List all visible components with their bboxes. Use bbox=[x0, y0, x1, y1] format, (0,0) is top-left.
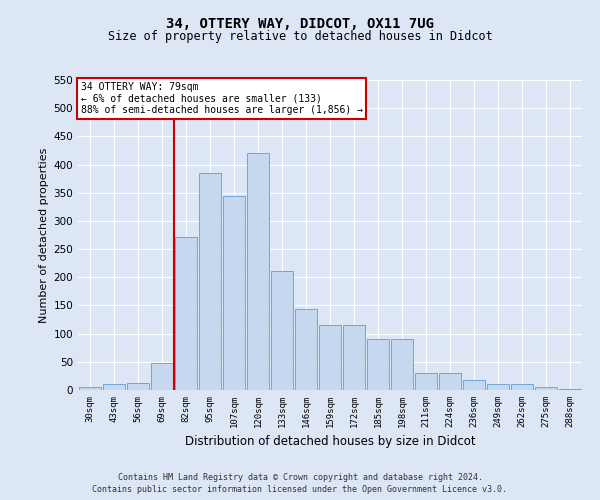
Bar bbox=[535, 387, 557, 390]
Bar bbox=[271, 270, 293, 390]
Bar bbox=[343, 325, 365, 390]
Bar bbox=[391, 340, 413, 390]
Bar bbox=[295, 310, 317, 390]
Bar bbox=[559, 389, 581, 390]
Bar bbox=[103, 384, 125, 390]
Text: Contains public sector information licensed under the Open Government Licence v3: Contains public sector information licen… bbox=[92, 485, 508, 494]
Bar bbox=[175, 236, 197, 390]
Bar bbox=[415, 373, 437, 390]
Text: 34, OTTERY WAY, DIDCOT, OX11 7UG: 34, OTTERY WAY, DIDCOT, OX11 7UG bbox=[166, 18, 434, 32]
Bar bbox=[463, 380, 485, 390]
Bar bbox=[79, 387, 101, 390]
Y-axis label: Number of detached properties: Number of detached properties bbox=[39, 148, 49, 322]
Bar bbox=[487, 384, 509, 390]
Text: Size of property relative to detached houses in Didcot: Size of property relative to detached ho… bbox=[107, 30, 493, 43]
Bar bbox=[223, 196, 245, 390]
Bar bbox=[247, 154, 269, 390]
Bar bbox=[151, 363, 173, 390]
X-axis label: Distribution of detached houses by size in Didcot: Distribution of detached houses by size … bbox=[185, 436, 475, 448]
Bar bbox=[127, 383, 149, 390]
Bar bbox=[319, 325, 341, 390]
Text: Contains HM Land Registry data © Crown copyright and database right 2024.: Contains HM Land Registry data © Crown c… bbox=[118, 472, 482, 482]
Text: 34 OTTERY WAY: 79sqm
← 6% of detached houses are smaller (133)
88% of semi-detac: 34 OTTERY WAY: 79sqm ← 6% of detached ho… bbox=[80, 82, 362, 115]
Bar bbox=[199, 173, 221, 390]
Bar bbox=[367, 340, 389, 390]
Bar bbox=[439, 373, 461, 390]
Bar bbox=[511, 384, 533, 390]
